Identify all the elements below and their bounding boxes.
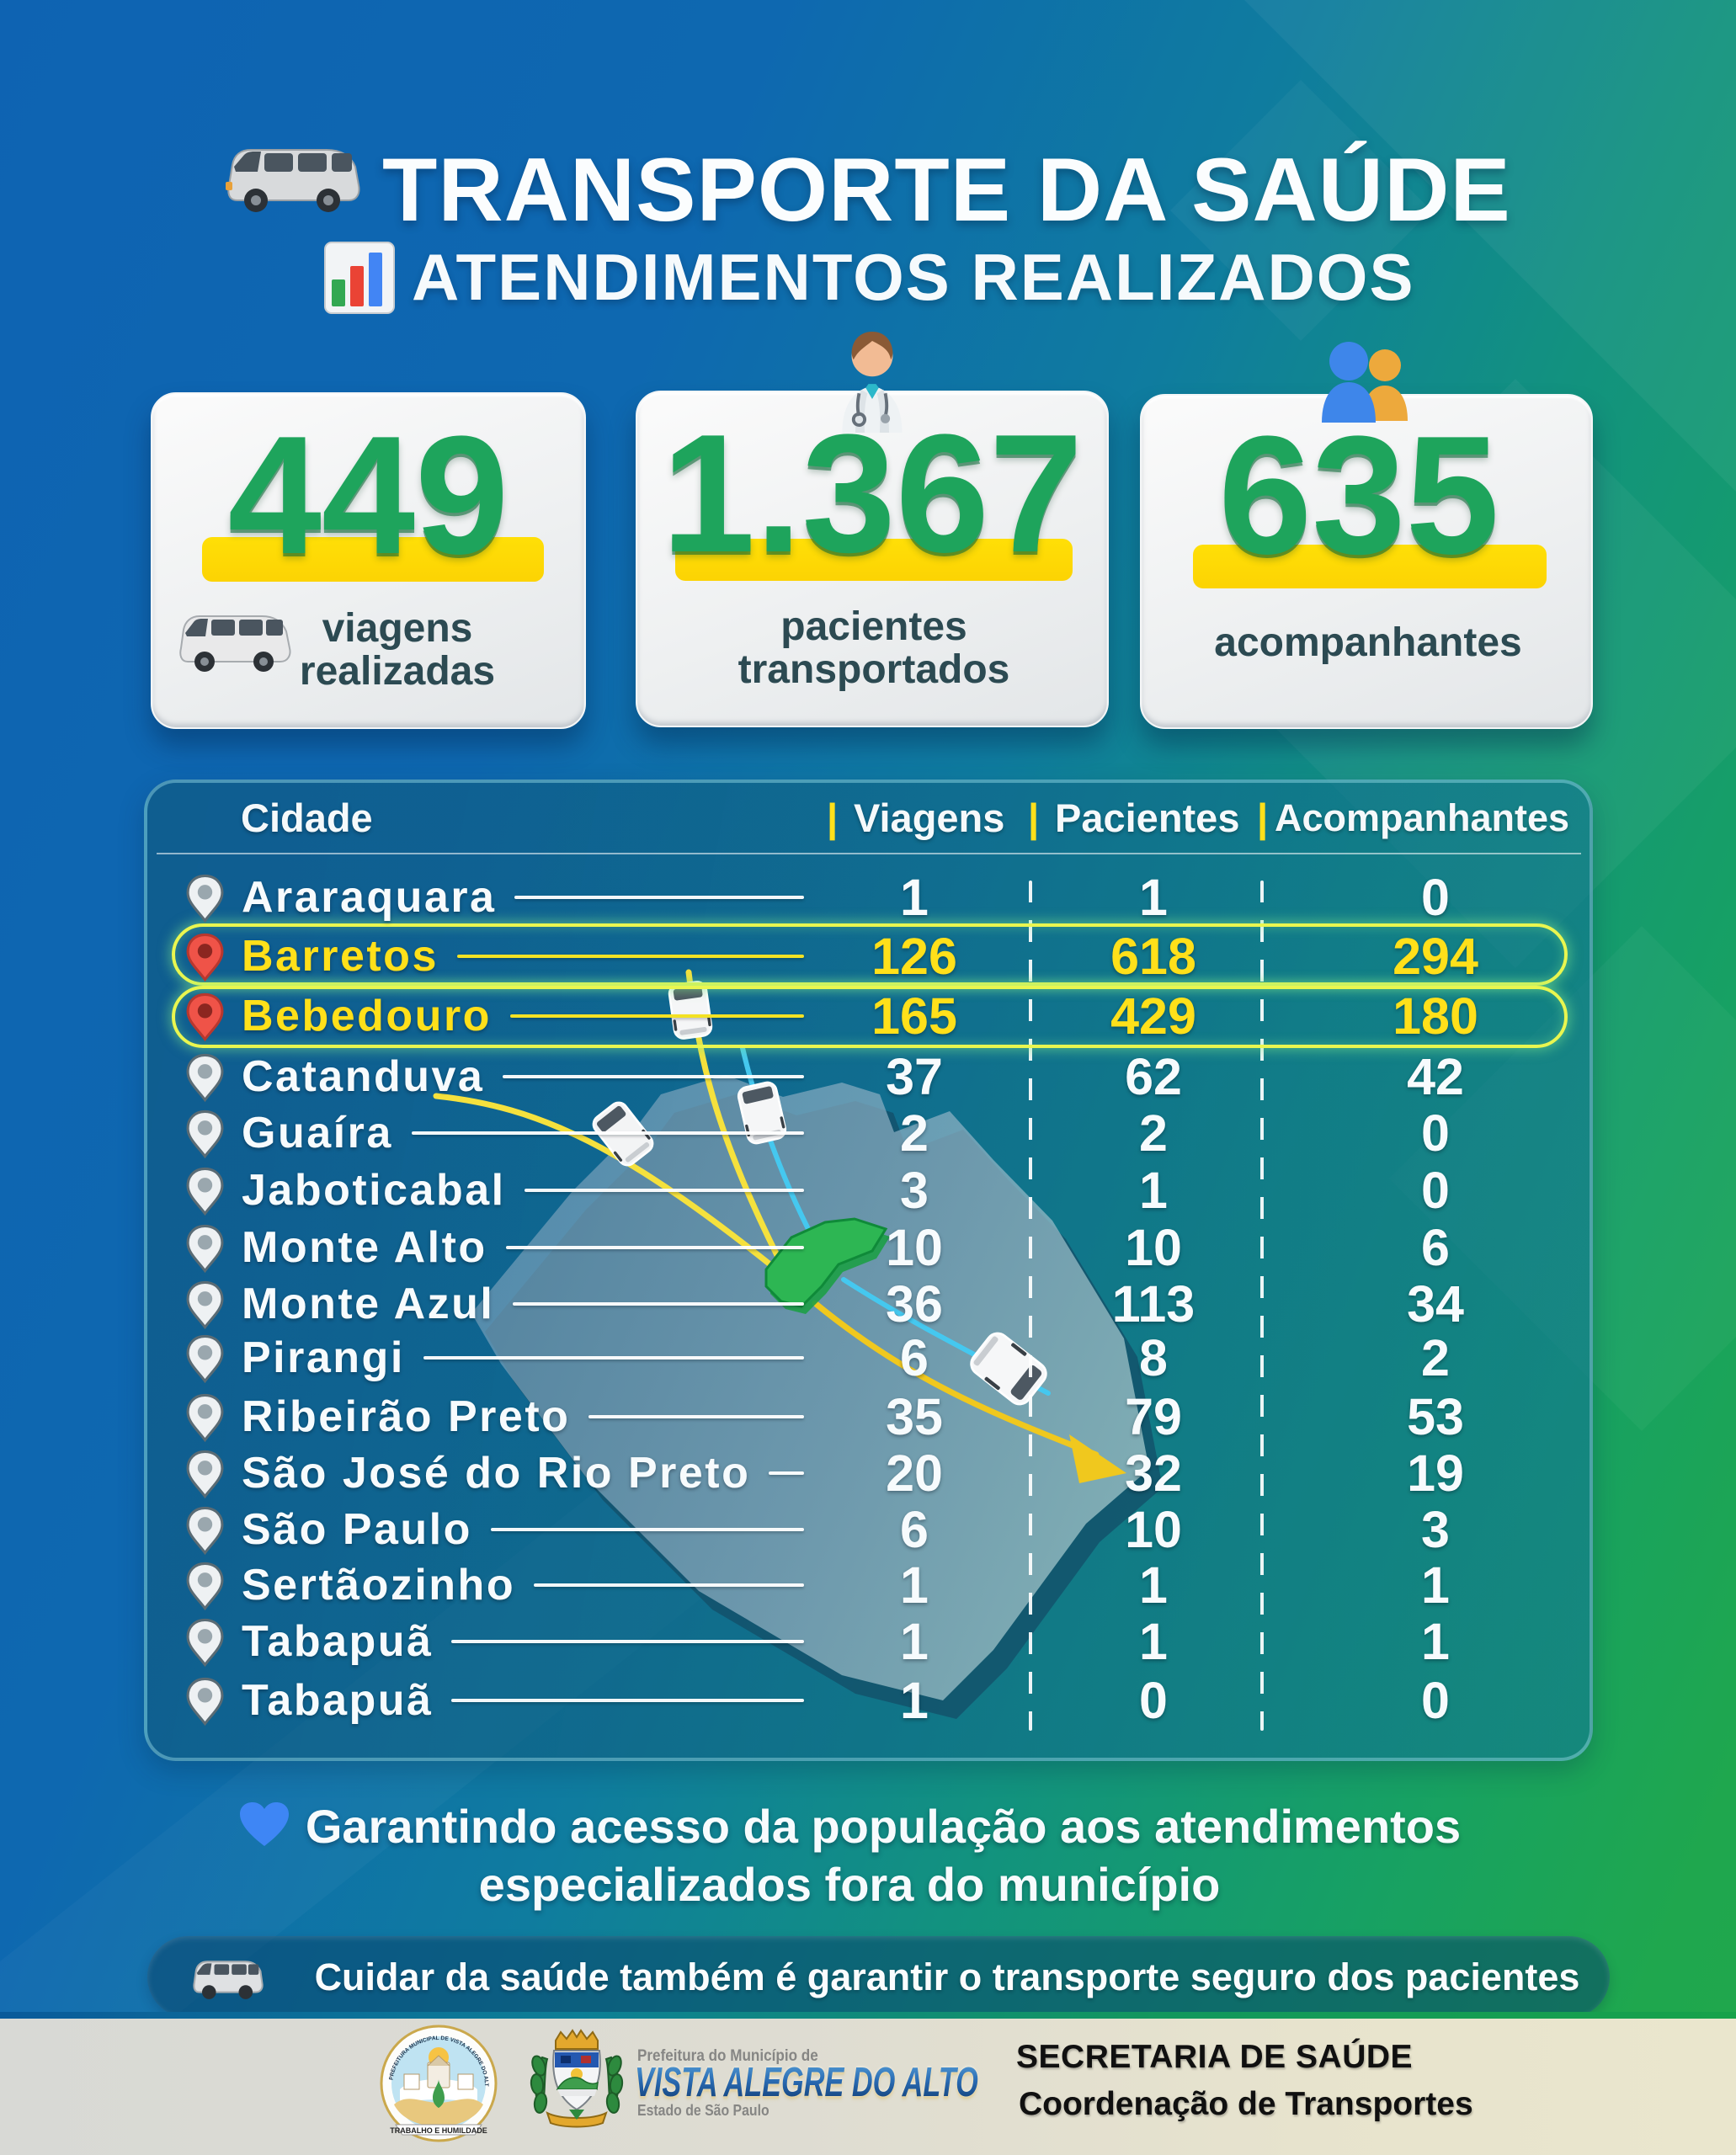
svg-text:TRABALHO E HUMILDADE: TRABALHO E HUMILDADE bbox=[390, 2126, 487, 2135]
